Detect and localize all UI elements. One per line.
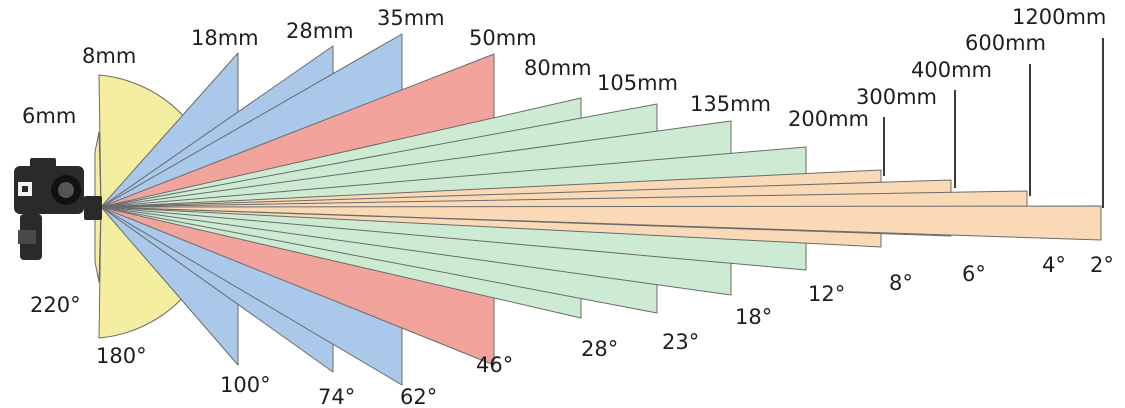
focal-label-300mm: 300mm: [856, 85, 937, 109]
angle-label-74°: 74°: [318, 385, 355, 408]
angle-label-18°: 18°: [735, 305, 772, 329]
angle-label-220°: 220°: [30, 293, 81, 317]
angle-label-180°: 180°: [96, 344, 147, 368]
focal-label-50mm: 50mm: [469, 26, 537, 50]
focal-label-28mm: 28mm: [286, 19, 354, 43]
focal-label-400mm: 400mm: [911, 58, 992, 82]
angle-label-8°: 8°: [889, 271, 913, 295]
angle-label-100°: 100°: [220, 373, 271, 397]
angle-label-46°: 46°: [476, 353, 513, 377]
camera-icon: [14, 158, 102, 260]
focal-label-18mm: 18mm: [191, 26, 259, 50]
focal-label-35mm: 35mm: [377, 6, 445, 30]
fov-labels: 6mm 220° 8mm 180° 18mm 100° 28mm 74° 35mm 62° 50mm…: [22, 5, 1114, 408]
focal-label-135mm: 135mm: [690, 92, 771, 116]
focal-label-80mm: 80mm: [524, 56, 592, 80]
angle-label-12°: 12°: [808, 282, 845, 306]
angle-label-4°: 4°: [1042, 253, 1066, 277]
angle-label-23°: 23°: [662, 330, 699, 354]
angle-label-6°: 6°: [962, 262, 986, 286]
focal-label-8mm: 8mm: [82, 44, 136, 68]
fov-wedge-1200mm: [100, 205, 1102, 241]
focal-label-1200mm: 1200mm: [1012, 5, 1106, 29]
focal-label-600mm: 600mm: [965, 31, 1046, 55]
angle-label-2°: 2°: [1090, 253, 1114, 277]
angle-label-62°: 62°: [400, 385, 437, 408]
fov-wedges: [94, 33, 1102, 386]
tele-spokes: [883, 38, 1104, 208]
angle-label-28°: 28°: [581, 337, 618, 361]
focal-label-6mm: 6mm: [22, 104, 76, 128]
focal-label-105mm: 105mm: [597, 71, 678, 95]
focal-label-200mm: 200mm: [788, 107, 869, 131]
